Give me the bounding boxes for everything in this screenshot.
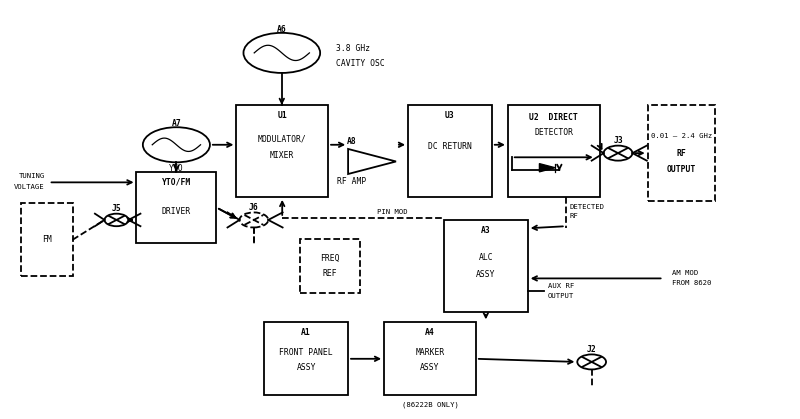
- Text: U3: U3: [445, 111, 454, 120]
- Text: AUX RF: AUX RF: [548, 283, 574, 289]
- Text: RF AMP: RF AMP: [338, 177, 366, 186]
- FancyBboxPatch shape: [300, 239, 360, 293]
- Text: 0.01 – 2.4 GHz: 0.01 – 2.4 GHz: [651, 133, 712, 140]
- Text: OUTPUT: OUTPUT: [548, 293, 574, 299]
- Text: FREQ: FREQ: [320, 254, 340, 263]
- Text: A3: A3: [481, 226, 490, 235]
- Text: A8: A8: [347, 137, 357, 146]
- Polygon shape: [539, 163, 555, 172]
- Text: PIN MOD: PIN MOD: [377, 209, 407, 215]
- Text: U1: U1: [278, 111, 287, 120]
- Text: REF: REF: [323, 269, 338, 278]
- Text: A4: A4: [425, 328, 435, 337]
- Text: FM: FM: [42, 235, 51, 244]
- FancyBboxPatch shape: [444, 220, 528, 312]
- Text: DRIVER: DRIVER: [162, 207, 191, 216]
- FancyBboxPatch shape: [508, 105, 600, 197]
- Text: ASSY: ASSY: [476, 270, 496, 279]
- Text: J3: J3: [613, 136, 623, 145]
- Text: AM MOD: AM MOD: [671, 270, 698, 277]
- Text: VOLTAGE: VOLTAGE: [14, 184, 45, 189]
- Text: MARKER: MARKER: [415, 348, 445, 357]
- FancyBboxPatch shape: [137, 172, 216, 243]
- Text: U2  DIRECT: U2 DIRECT: [530, 113, 578, 122]
- FancyBboxPatch shape: [647, 105, 715, 201]
- Text: ASSY: ASSY: [420, 363, 440, 372]
- Text: YTO/FM: YTO/FM: [162, 178, 191, 187]
- Text: A7: A7: [171, 119, 182, 128]
- Text: A6: A6: [277, 25, 286, 34]
- FancyBboxPatch shape: [21, 203, 73, 276]
- Text: YTO: YTO: [169, 164, 184, 173]
- Text: A1: A1: [302, 328, 311, 337]
- Text: ALC: ALC: [478, 253, 493, 262]
- Text: (86222B ONLY): (86222B ONLY): [402, 401, 458, 408]
- FancyBboxPatch shape: [264, 322, 348, 396]
- Text: DETECTOR: DETECTOR: [534, 128, 574, 137]
- Text: MODULATOR/: MODULATOR/: [258, 134, 306, 143]
- Text: ASSY: ASSY: [297, 363, 316, 372]
- Text: J6: J6: [249, 203, 258, 212]
- Text: OUTPUT: OUTPUT: [667, 166, 696, 174]
- FancyBboxPatch shape: [408, 105, 492, 197]
- Text: RF: RF: [677, 149, 686, 158]
- Text: DETECTED: DETECTED: [570, 204, 605, 210]
- Text: 3.8 GHz: 3.8 GHz: [336, 44, 370, 53]
- Text: MIXER: MIXER: [270, 151, 294, 160]
- FancyBboxPatch shape: [384, 322, 476, 396]
- Text: CAVITY OSC: CAVITY OSC: [336, 59, 385, 68]
- Text: FRONT PANEL: FRONT PANEL: [279, 348, 333, 357]
- FancyBboxPatch shape: [236, 105, 328, 197]
- Text: FROM 8620: FROM 8620: [671, 279, 711, 286]
- Text: J2: J2: [586, 345, 597, 354]
- Text: TUNING: TUNING: [18, 173, 45, 179]
- Text: DC RETURN: DC RETURN: [428, 142, 472, 151]
- Text: RF: RF: [570, 213, 578, 219]
- Text: J5: J5: [112, 204, 122, 213]
